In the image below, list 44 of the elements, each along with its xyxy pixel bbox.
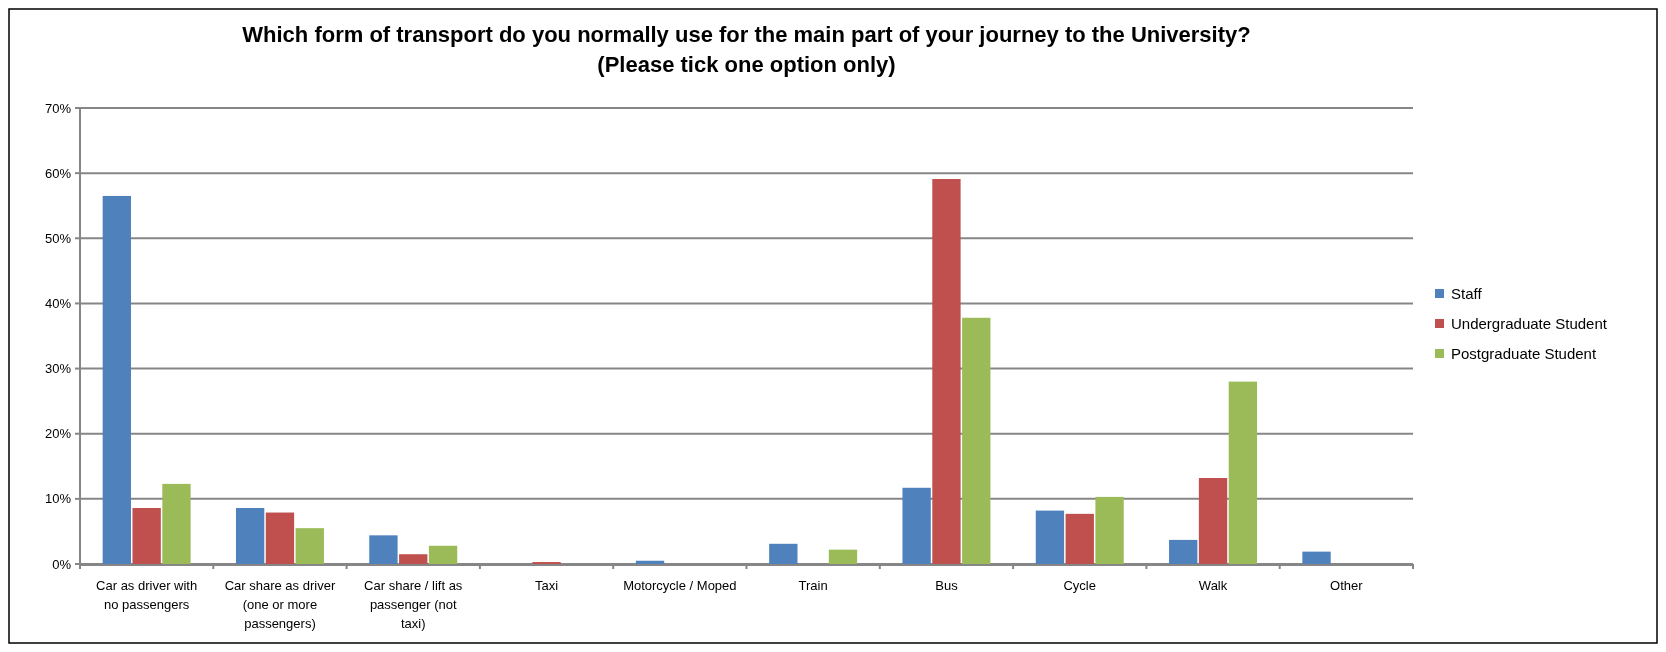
bar: [235, 507, 265, 564]
x-tick-label: Train: [798, 578, 828, 593]
x-tick-label: Cycle: [1063, 578, 1097, 593]
bar: [102, 195, 131, 564]
x-tick-label: Other: [1330, 578, 1364, 593]
bar: [1035, 510, 1065, 564]
legend-label: Postgraduate Student: [1451, 345, 1597, 363]
bar: [635, 560, 665, 564]
bar: [399, 554, 428, 564]
bar: [1065, 513, 1094, 564]
legend-label: Staff: [1451, 285, 1483, 303]
y-tick-label: 10%: [44, 491, 72, 507]
bar: [828, 549, 858, 564]
y-tick-label: 40%: [44, 295, 72, 311]
bar: [428, 545, 458, 564]
bar: [132, 507, 161, 564]
x-tick-label: Motorcycle / Moped: [623, 578, 737, 593]
x-tick-label: Bus: [935, 578, 959, 593]
bar: [902, 487, 931, 564]
y-tick-label: 60%: [44, 165, 72, 181]
bar: [1302, 551, 1331, 564]
legend-label: Undergraduate Student: [1451, 315, 1608, 333]
bar: [962, 317, 991, 564]
bar: [295, 528, 324, 564]
y-tick-label: 0%: [52, 556, 72, 572]
bar: [1198, 478, 1228, 564]
bar: [162, 483, 191, 564]
y-tick-label: 70%: [44, 100, 72, 116]
bar: [369, 535, 398, 564]
x-tick-label: Car as driver with no passengers: [96, 578, 198, 612]
bar: [265, 512, 295, 564]
y-tick-label: 50%: [44, 230, 72, 246]
bar: [1228, 381, 1258, 564]
bar: [932, 179, 961, 564]
y-tick-label: 20%: [44, 426, 72, 442]
x-tick-label: Car share / lift as passenger (not taxi): [364, 578, 463, 631]
x-tick-label: Walk: [1198, 578, 1228, 593]
x-tick-label: Taxi: [534, 578, 559, 593]
bar: [769, 543, 798, 564]
x-tick-label: Car share as driver (one or more passengers): [224, 578, 336, 631]
chart-title: Which form of transport do you normally use for the main part of your journey to the University? (Please tick one option only): [242, 22, 1251, 77]
bar: [1095, 496, 1124, 564]
bar: [1169, 539, 1198, 564]
y-tick-label: 30%: [44, 361, 72, 377]
